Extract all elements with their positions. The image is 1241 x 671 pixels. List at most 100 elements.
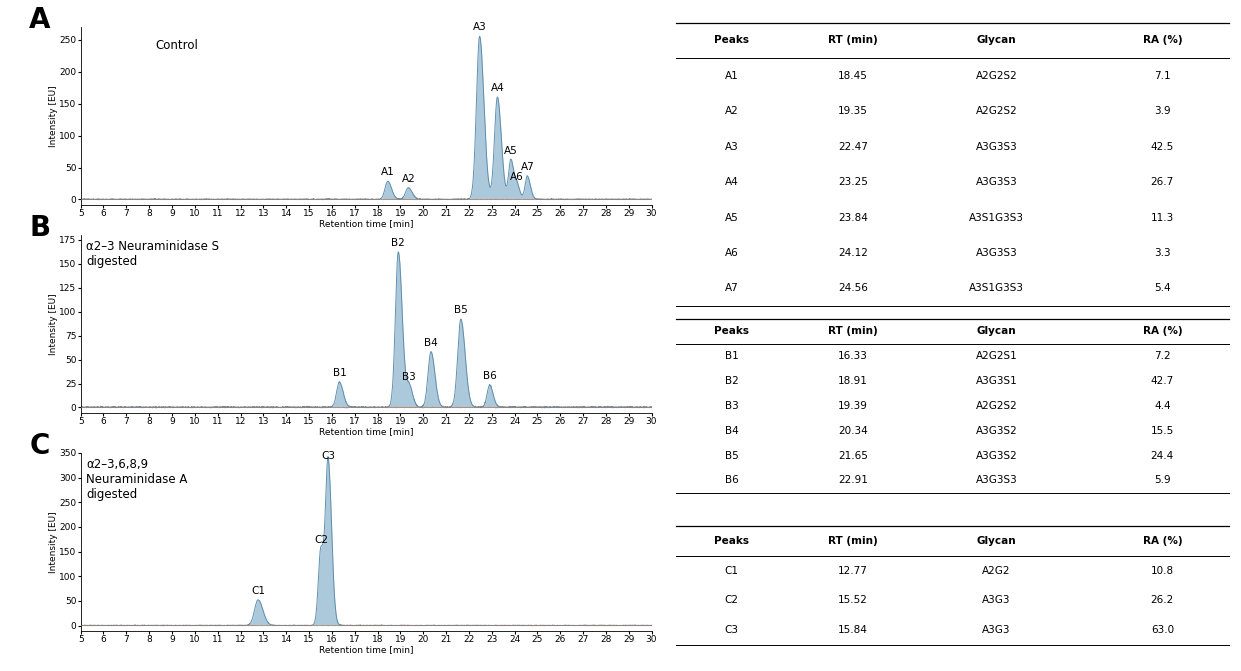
Text: A6: A6: [510, 172, 524, 183]
Text: 24.56: 24.56: [838, 283, 867, 293]
Text: B1: B1: [725, 351, 738, 361]
Text: Peaks: Peaks: [714, 36, 750, 46]
Text: 21.65: 21.65: [838, 451, 867, 461]
Text: C2: C2: [725, 595, 738, 605]
Text: B4: B4: [424, 338, 438, 348]
Y-axis label: Intensity [EU]: Intensity [EU]: [48, 293, 58, 354]
Text: RA (%): RA (%): [1143, 326, 1183, 336]
Text: A3: A3: [725, 142, 738, 152]
Text: A2G2S2: A2G2S2: [975, 71, 1018, 81]
Text: A4: A4: [490, 83, 504, 93]
Text: A3G3S2: A3G3S2: [975, 426, 1018, 435]
Text: Glycan: Glycan: [977, 36, 1016, 46]
Text: B3: B3: [725, 401, 738, 411]
Text: C3: C3: [321, 451, 335, 461]
Text: 20.34: 20.34: [838, 426, 867, 435]
Text: 12.77: 12.77: [838, 566, 867, 576]
Text: α2–3,6,8,9
Neuraminidase A
digested: α2–3,6,8,9 Neuraminidase A digested: [87, 458, 187, 501]
Text: A7: A7: [725, 283, 738, 293]
Y-axis label: Intensity [EU]: Intensity [EU]: [48, 85, 58, 146]
Text: B2: B2: [725, 376, 738, 386]
Text: C2: C2: [314, 535, 328, 545]
Text: A3G3: A3G3: [983, 595, 1011, 605]
Text: 3.3: 3.3: [1154, 248, 1170, 258]
Text: 15.84: 15.84: [838, 625, 867, 635]
Text: B5: B5: [725, 451, 738, 461]
Text: 11.3: 11.3: [1150, 213, 1174, 223]
Text: 24.4: 24.4: [1150, 451, 1174, 461]
Text: 3.9: 3.9: [1154, 106, 1170, 116]
Text: Peaks: Peaks: [714, 535, 750, 546]
Text: A3G3S3: A3G3S3: [975, 248, 1018, 258]
Text: 22.91: 22.91: [838, 476, 867, 486]
Text: A3G3S3: A3G3S3: [975, 177, 1018, 187]
Text: 42.5: 42.5: [1150, 142, 1174, 152]
Text: B6: B6: [483, 371, 496, 381]
Text: 15.5: 15.5: [1150, 426, 1174, 435]
Text: 26.7: 26.7: [1150, 177, 1174, 187]
Text: A: A: [30, 5, 51, 34]
Text: Glycan: Glycan: [977, 326, 1016, 336]
Text: 4.4: 4.4: [1154, 401, 1170, 411]
Text: 26.2: 26.2: [1150, 595, 1174, 605]
Text: C1: C1: [725, 566, 738, 576]
Text: A3G3S2: A3G3S2: [975, 451, 1018, 461]
Text: 7.2: 7.2: [1154, 351, 1170, 361]
Text: 24.12: 24.12: [838, 248, 867, 258]
Text: 10.8: 10.8: [1150, 566, 1174, 576]
Text: RA (%): RA (%): [1143, 36, 1183, 46]
Text: A4: A4: [725, 177, 738, 187]
Text: Glycan: Glycan: [977, 535, 1016, 546]
Text: C1: C1: [251, 586, 266, 596]
Text: 23.84: 23.84: [838, 213, 867, 223]
Text: A3G3S3: A3G3S3: [975, 142, 1018, 152]
Text: A3G3: A3G3: [983, 625, 1011, 635]
Text: A6: A6: [725, 248, 738, 258]
Text: 18.45: 18.45: [838, 71, 867, 81]
Text: RA (%): RA (%): [1143, 535, 1183, 546]
Text: 23.25: 23.25: [838, 177, 867, 187]
Text: 15.52: 15.52: [838, 595, 867, 605]
Text: A3S1G3S3: A3S1G3S3: [969, 283, 1024, 293]
Y-axis label: Intensity [EU]: Intensity [EU]: [48, 511, 58, 572]
Text: C3: C3: [725, 625, 738, 635]
Text: A2G2S2: A2G2S2: [975, 401, 1018, 411]
Text: 5.9: 5.9: [1154, 476, 1170, 486]
Text: Peaks: Peaks: [714, 326, 750, 336]
Text: A3G3S1: A3G3S1: [975, 376, 1018, 386]
Text: 19.39: 19.39: [838, 401, 867, 411]
Text: RT (min): RT (min): [828, 36, 877, 46]
Text: 5.4: 5.4: [1154, 283, 1170, 293]
Text: 42.7: 42.7: [1150, 376, 1174, 386]
Text: A2G2S1: A2G2S1: [975, 351, 1018, 361]
Text: B5: B5: [454, 305, 468, 315]
Text: A3G3S3: A3G3S3: [975, 476, 1018, 486]
Text: RT (min): RT (min): [828, 326, 877, 336]
Text: A3: A3: [473, 22, 486, 32]
Text: α2–3 Neuraminidase S
digested: α2–3 Neuraminidase S digested: [87, 240, 220, 268]
Text: RT (min): RT (min): [828, 535, 877, 546]
Text: A2: A2: [402, 174, 416, 184]
Text: B: B: [30, 213, 51, 242]
Text: A1: A1: [725, 71, 738, 81]
Text: 7.1: 7.1: [1154, 71, 1170, 81]
Text: Control: Control: [155, 40, 197, 52]
Text: B1: B1: [333, 368, 346, 378]
X-axis label: Retention time [min]: Retention time [min]: [319, 646, 413, 654]
Text: A2: A2: [725, 106, 738, 116]
Text: A5: A5: [725, 213, 738, 223]
X-axis label: Retention time [min]: Retention time [min]: [319, 427, 413, 436]
Text: A5: A5: [504, 146, 517, 156]
Text: B3: B3: [402, 372, 416, 382]
X-axis label: Retention time [min]: Retention time [min]: [319, 219, 413, 228]
Text: B6: B6: [725, 476, 738, 486]
Text: A1: A1: [381, 167, 395, 177]
Text: 16.33: 16.33: [838, 351, 867, 361]
Text: A2G2S2: A2G2S2: [975, 106, 1018, 116]
Text: A3S1G3S3: A3S1G3S3: [969, 213, 1024, 223]
Text: A7: A7: [520, 162, 534, 172]
Text: B4: B4: [725, 426, 738, 435]
Text: B2: B2: [391, 238, 405, 248]
Text: 63.0: 63.0: [1150, 625, 1174, 635]
Text: 22.47: 22.47: [838, 142, 867, 152]
